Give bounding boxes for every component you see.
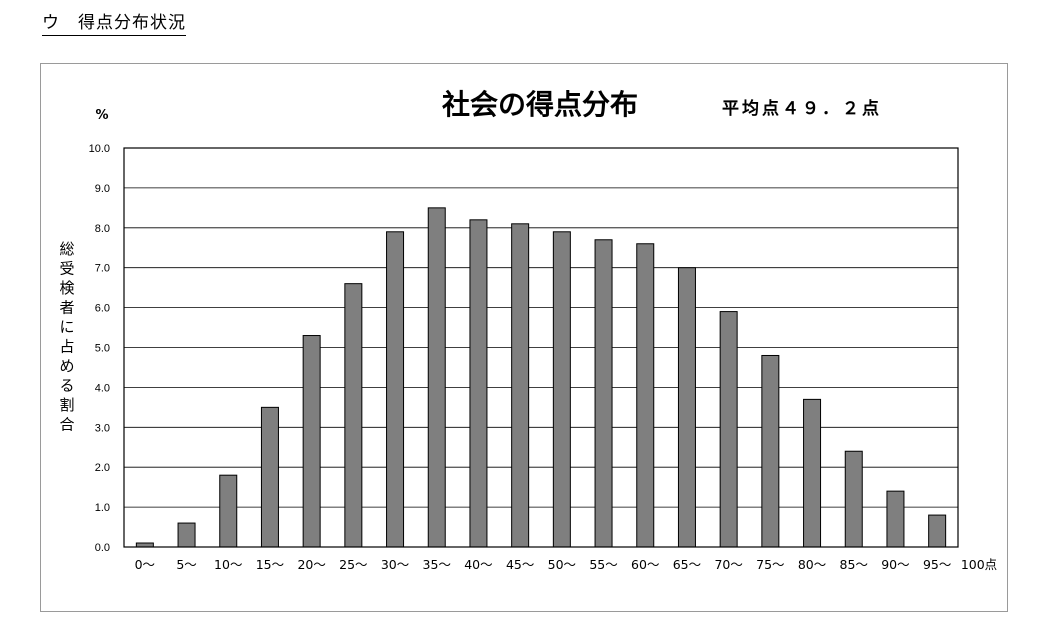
y-unit-label: % <box>95 108 108 123</box>
x-end-label: 100点 <box>961 557 997 572</box>
bar-10 <box>552 231 571 548</box>
x-tick-label: 0～ <box>135 557 155 572</box>
y-label-char: 者 <box>59 299 74 317</box>
y-label-char: る <box>59 377 74 395</box>
y-tick-label: 9.0 <box>95 183 110 195</box>
bar-13 <box>677 267 696 548</box>
bar-7 <box>427 207 446 548</box>
bar-17 <box>844 450 863 548</box>
y-label-char: 総 <box>59 240 74 258</box>
y-label-char: 合 <box>59 416 74 434</box>
y-label-char: 占 <box>59 338 74 356</box>
bar-12 <box>636 243 655 548</box>
x-tick-label: 40～ <box>464 557 492 572</box>
chart-subtitle: 平均点４９．２点 <box>722 98 882 119</box>
x-tick-label: 25～ <box>339 557 367 572</box>
plot-area-border <box>123 147 959 548</box>
x-tick-label: 90～ <box>881 557 909 572</box>
bar-9 <box>511 223 530 548</box>
y-label-char: 受 <box>59 260 74 278</box>
x-tick-label: 35～ <box>423 557 451 572</box>
y-tick-label: 4.0 <box>95 382 110 394</box>
chart-frame <box>40 63 1008 612</box>
y-label-char: 検 <box>59 279 74 297</box>
x-tick-label: 80～ <box>798 557 826 572</box>
x-tick-label: 10～ <box>214 557 242 572</box>
bar-5 <box>344 283 363 548</box>
bar-16 <box>803 398 822 548</box>
y-tick-label: 7.0 <box>95 263 110 275</box>
chart-title: 社会の得点分布 <box>442 88 638 121</box>
x-tick-label: 55～ <box>589 557 617 572</box>
y-label-char: 割 <box>59 396 74 414</box>
x-tick-label: 70～ <box>714 557 742 572</box>
y-tick-labels: 0.0 1.0 2.0 3.0 4.0 5.0 6.0 7.0 8.0 9.0 10.0 <box>89 143 110 554</box>
y-tick-label: 1.0 <box>95 502 110 514</box>
x-tick-label: 15～ <box>256 557 284 572</box>
gridlines <box>124 187 958 508</box>
y-tick-label: 2.0 <box>95 462 110 474</box>
bars <box>135 207 947 548</box>
y-label-char: め <box>59 357 74 375</box>
y-tick-label: 10.0 <box>89 143 110 155</box>
y-tick-label: 0.0 <box>95 542 110 554</box>
bar-14 <box>719 311 738 548</box>
x-tick-label: 95～ <box>923 557 951 572</box>
bar-19 <box>928 514 947 548</box>
x-tick-label: 20～ <box>297 557 325 572</box>
x-tick-label: 30～ <box>381 557 409 572</box>
y-tick-label: 8.0 <box>95 223 110 235</box>
x-tick-label: 85～ <box>840 557 868 572</box>
bar-1 <box>177 522 196 548</box>
section-heading: ウ 得点分布状況 <box>42 12 186 36</box>
x-tick-labels: 0～ 5～ 10～ 15～ 20～ 25～ 30～ 35～ 40～ 45～ 50～ 55～ 60～ 65～… <box>135 557 998 572</box>
bar-3 <box>260 406 279 548</box>
y-tick-label: 5.0 <box>95 343 110 355</box>
x-tick-label: 65～ <box>673 557 701 572</box>
x-tick-label: 50～ <box>548 557 576 572</box>
bar-8 <box>469 219 488 548</box>
bar-2 <box>219 474 238 548</box>
x-tick-label: 75～ <box>756 557 784 572</box>
y-label-char: に <box>59 318 74 336</box>
bar-18 <box>886 490 905 548</box>
bar-11 <box>594 239 613 548</box>
bar-6 <box>386 231 405 548</box>
bar-15 <box>761 354 780 548</box>
x-tick-label: 45～ <box>506 557 534 572</box>
x-tick-label: 60～ <box>631 557 659 572</box>
y-tick-label: 3.0 <box>95 422 110 434</box>
bar-4 <box>302 335 321 548</box>
x-tick-label: 5～ <box>176 557 196 572</box>
y-tick-label: 6.0 <box>95 303 110 315</box>
